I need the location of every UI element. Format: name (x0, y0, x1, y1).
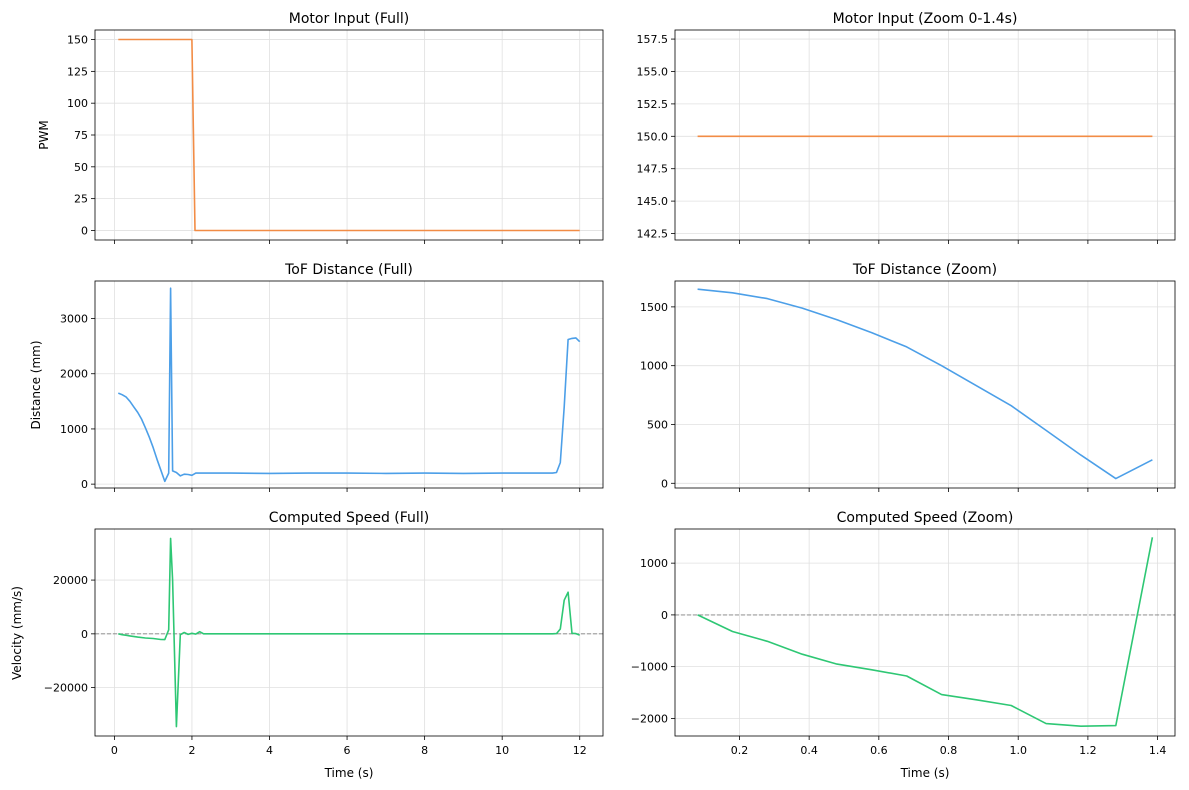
plot-motor-zoom: 142.5 145.0 147.5 150.0 152.5 155.0 157.5 Moto… (637, 11, 1176, 244)
x-tick-label: 1.0 (1009, 744, 1027, 757)
y-tick-label: 500 (647, 418, 668, 431)
plot-area (95, 281, 603, 488)
y-ticks: 0 25 50 75 100 125 150 (67, 34, 95, 237)
y-tick-label: 125 (67, 65, 88, 78)
y-tick-label: 1000 (60, 423, 88, 436)
x-tick-label: 4 (266, 744, 273, 757)
y-tick-label: 0 (81, 224, 88, 237)
x-ticks: 0.2 0.4 0.6 0.8 1.0 1.2 1.4 (731, 736, 1167, 757)
x-tick-label: 8 (421, 744, 428, 757)
series-layer (117, 287, 581, 483)
y-tick-label: 2000 (60, 368, 88, 381)
x-tick-label: 2 (188, 744, 195, 757)
chart-title: ToF Distance (Full) (284, 262, 413, 278)
chart-title: Motor Input (Zoom 0-1.4s) (833, 11, 1018, 27)
x-tick-label: 1.2 (1079, 744, 1097, 757)
y-tick-label: 75 (74, 129, 88, 142)
y-tick-label: 25 (74, 193, 88, 206)
y-tick-label: 157.5 (637, 33, 669, 46)
series-line (117, 287, 581, 483)
x-tick-label: 0.2 (731, 744, 749, 757)
y-tick-label: 155.0 (637, 65, 669, 78)
y-tick-label: 147.5 (637, 163, 669, 176)
plot-frame (94, 528, 604, 737)
x-ticks (113, 240, 581, 244)
x-tick-label: 1.4 (1149, 744, 1167, 757)
series-layer (118, 537, 581, 728)
plot-frame (674, 29, 1176, 241)
plot-area (675, 30, 1175, 240)
y-tick-label: 150 (67, 34, 88, 47)
chart-title: Computed Speed (Full) (269, 510, 429, 526)
y-tick-label: 0 (661, 477, 668, 490)
y-tick-label: 1000 (640, 557, 668, 570)
y-ticks: 0 500 1000 1500 (640, 301, 675, 490)
x-axis-label: Time (s) (324, 766, 374, 780)
grid (95, 281, 603, 488)
y-tick-label: 1000 (640, 360, 668, 373)
y-ticks: 0 1000 2000 3000 (60, 313, 95, 491)
grid (675, 281, 1175, 488)
y-tick-label: 50 (74, 161, 88, 174)
series-line (118, 537, 581, 728)
y-ticks: 142.5 145.0 147.5 150.0 152.5 155.0 157.5 (637, 33, 675, 241)
y-tick-label: −1000 (631, 661, 668, 674)
plot-speed-zoom: 0.2 0.4 0.6 0.8 1.0 1.2 1.4 −2000 −1000 0 1000 Co… (631, 510, 1176, 780)
x-ticks: 0 2 4 6 8 10 12 (111, 736, 587, 757)
x-tick-label: 6 (344, 744, 351, 757)
y-tick-label: 150.0 (637, 130, 669, 143)
y-tick-label: −2000 (631, 712, 668, 725)
y-axis-label: Velocity (mm/s) (10, 586, 24, 680)
y-tick-label: 0 (81, 478, 88, 491)
y-tick-label: 100 (67, 97, 88, 110)
chart-title: ToF Distance (Zoom) (852, 262, 997, 278)
y-ticks: −20000 0 20000 (44, 574, 95, 695)
y-tick-label: 145.0 (637, 195, 669, 208)
x-tick-label: 0.4 (800, 744, 818, 757)
y-tick-label: 3000 (60, 313, 88, 326)
grid (95, 30, 603, 240)
plot-frame (674, 280, 1176, 489)
y-ticks: −2000 −1000 0 1000 (631, 557, 675, 725)
plot-tof-zoom: 0 500 1000 1500 ToF Distance (Zoom) (640, 262, 1176, 492)
plot-speed-full: 0 2 4 6 8 10 12 −20000 0 20000 Computed Speed (F… (10, 510, 604, 780)
x-tick-label: 0 (111, 744, 118, 757)
x-ticks (739, 488, 1158, 492)
plot-area (675, 529, 1175, 736)
plot-area (95, 529, 603, 736)
chart-title: Motor Input (Full) (289, 11, 409, 27)
chart-title: Computed Speed (Zoom) (837, 510, 1014, 526)
series-line (697, 288, 1153, 480)
x-ticks (113, 488, 581, 492)
series-layer (118, 38, 580, 232)
y-tick-label: 20000 (53, 574, 88, 587)
y-axis-label: Distance (mm) (29, 340, 43, 429)
y-tick-label: 0 (661, 609, 668, 622)
plot-area (675, 281, 1175, 488)
y-axis-label: PWM (37, 120, 51, 149)
y-tick-label: 142.5 (637, 228, 669, 241)
y-tick-label: −20000 (44, 682, 88, 695)
x-tick-label: 0.8 (940, 744, 958, 757)
grid (675, 30, 1175, 240)
x-tick-label: 12 (573, 744, 587, 757)
plot-frame (94, 280, 604, 489)
series-line (118, 38, 580, 232)
y-tick-label: 152.5 (637, 98, 669, 111)
x-ticks (739, 240, 1158, 244)
series-layer (697, 537, 1154, 728)
series-line (697, 537, 1154, 728)
series-layer (697, 288, 1153, 480)
plot-motor-full: 0 25 50 75 100 125 150 Motor Input (Full) PWM (37, 11, 604, 244)
x-tick-label: 10 (495, 744, 509, 757)
plot-tof-full: 0 1000 2000 3000 ToF Distance (Full) Distan… (29, 262, 604, 492)
y-tick-label: 0 (81, 628, 88, 641)
x-tick-label: 0.6 (870, 744, 888, 757)
x-axis-label: Time (s) (900, 766, 950, 780)
y-tick-label: 1500 (640, 301, 668, 314)
plot-frame (674, 528, 1176, 737)
